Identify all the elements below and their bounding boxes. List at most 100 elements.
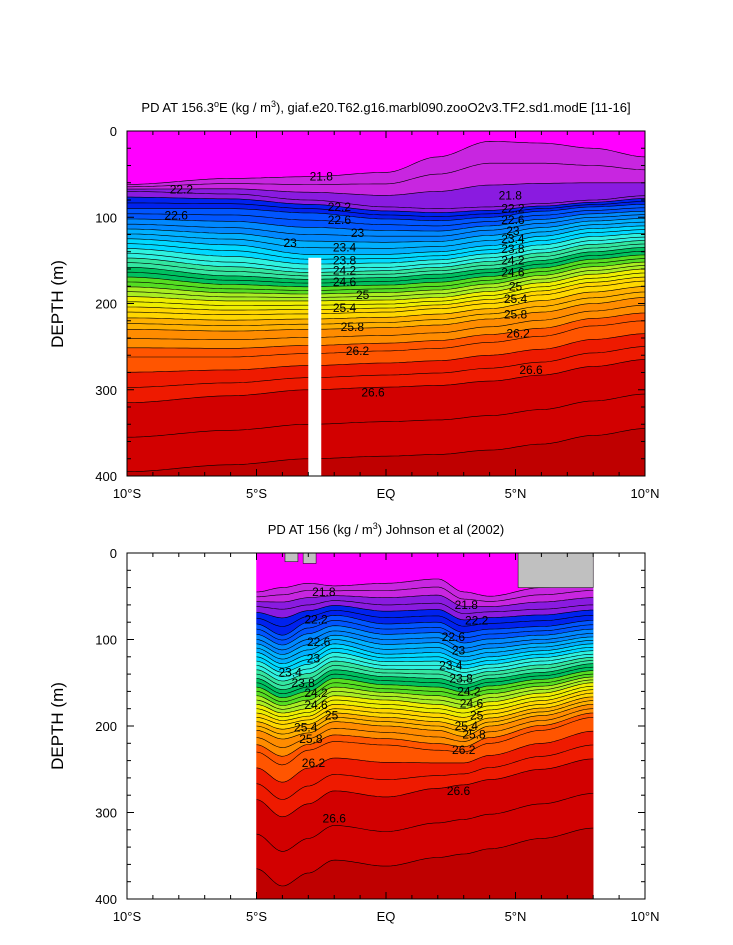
contour-label: 23.4 (501, 232, 525, 246)
contour-line (127, 218, 645, 243)
y-tick-label: 300 (95, 383, 117, 398)
x-tick-label: 10°S (113, 909, 142, 924)
contour-line (256, 708, 594, 748)
contour-label: 23 (351, 226, 365, 240)
contour-line (127, 221, 645, 249)
contour-line (127, 286, 645, 321)
contour-line (127, 297, 645, 332)
contour-label: 23.8 (333, 253, 357, 267)
contour-label: 22.6 (501, 213, 525, 227)
contour-label: 25 (509, 279, 523, 293)
contour-line (127, 320, 645, 358)
contour-line (256, 600, 594, 614)
y-tick-label: 0 (110, 546, 117, 561)
contour-line (256, 676, 594, 706)
contour-label: 22.2 (501, 202, 525, 216)
contour-line (256, 634, 594, 655)
contour-line (127, 196, 645, 214)
contour-label: 23.8 (501, 242, 525, 256)
contour-label: 23 (452, 644, 466, 658)
contour-line (127, 258, 645, 291)
y-tick-label: 100 (95, 633, 117, 648)
contour-label: 26.6 (323, 812, 347, 826)
contour-label: 22.2 (304, 613, 328, 627)
x-tick-label: 10°S (113, 486, 142, 501)
contour-label: 24.2 (304, 686, 328, 700)
contour-label: 26.6 (361, 385, 385, 399)
contour-line (127, 272, 645, 306)
contour-line (127, 233, 645, 265)
x-tick-label: EQ (377, 909, 396, 924)
contour-line (256, 610, 594, 627)
y-tick-label: 0 (110, 124, 117, 139)
contour-line (127, 250, 645, 284)
contour-label: 24.2 (501, 253, 525, 267)
contour-label: 23.4 (333, 240, 357, 254)
contour-line (127, 140, 645, 185)
axes: 10°S 5°S EQ 5°N 10°N 0 100 200 300 400 (95, 546, 659, 924)
contour-line (256, 594, 594, 607)
contour-line (256, 625, 594, 646)
y-tick-label: 400 (95, 469, 117, 484)
contour-line (256, 696, 594, 730)
contour-line (127, 229, 645, 260)
contour-line (127, 204, 645, 221)
contour-line (127, 182, 645, 196)
contour-line (127, 265, 645, 298)
contour-line (256, 605, 594, 621)
contour-line (256, 700, 594, 735)
contour-label: 25 (470, 709, 484, 723)
chart-panel-observed: PD AT 156 (kg / m3) Johnson et al (2002)… (48, 521, 660, 924)
contour-label: 21.8 (312, 585, 336, 599)
chart-title: PD AT 156 (kg / m3) Johnson et al (2002) (268, 521, 505, 537)
contour-label: 24.6 (460, 697, 484, 711)
contour-label: 24.6 (304, 698, 328, 712)
contour-label: 24.2 (457, 684, 481, 698)
y-tick-label: 200 (95, 719, 117, 734)
y-axis-label: DEPTH (m) (48, 682, 67, 770)
contour-line (127, 291, 645, 326)
contour-label: 23 (307, 652, 321, 666)
contour-line (256, 704, 594, 740)
contour-line (256, 692, 594, 725)
contour-line (256, 679, 594, 710)
contour-line (127, 243, 645, 277)
x-tick-label: 10°N (630, 486, 659, 501)
contour-label: 26.6 (447, 784, 471, 798)
contour-line (127, 268, 645, 302)
chart-title: PD AT 156.3oE (kg / m3), giaf.e20.T62.g1… (141, 99, 630, 115)
contour-line (256, 620, 594, 641)
contour-label: 25.8 (341, 320, 365, 334)
contour-line (127, 428, 645, 472)
contour-label: 25.4 (333, 301, 357, 315)
contour-label: 25 (325, 709, 339, 723)
contour-label: 25.8 (504, 308, 528, 322)
contour-line (256, 657, 594, 682)
contour-line (127, 201, 645, 218)
missing-data-patch (284, 553, 299, 562)
contour-line (256, 650, 594, 673)
contour-label: 23.4 (439, 658, 463, 672)
contour-line (127, 280, 645, 315)
contour-line (127, 359, 645, 403)
x-tick-label: 5°N (505, 909, 527, 924)
contour-label: 22.2 (465, 613, 489, 627)
contour-line (256, 614, 594, 636)
contour-label: 22.2 (328, 200, 352, 214)
contour-line (256, 744, 594, 800)
contour-label: 24.2 (333, 264, 357, 278)
contour-line (127, 207, 645, 227)
contour-label: 23.8 (291, 676, 315, 690)
contour-label: 25.4 (455, 719, 479, 733)
x-tick-label: EQ (377, 486, 396, 501)
contour-line (127, 254, 645, 288)
x-tick-label: 5°S (246, 486, 267, 501)
contour-line (256, 758, 594, 818)
contour-line (127, 214, 645, 237)
contour-label: 26.2 (302, 756, 326, 770)
missing-data-patch (517, 553, 594, 588)
contour-line (256, 685, 594, 718)
contour-line (256, 639, 594, 660)
